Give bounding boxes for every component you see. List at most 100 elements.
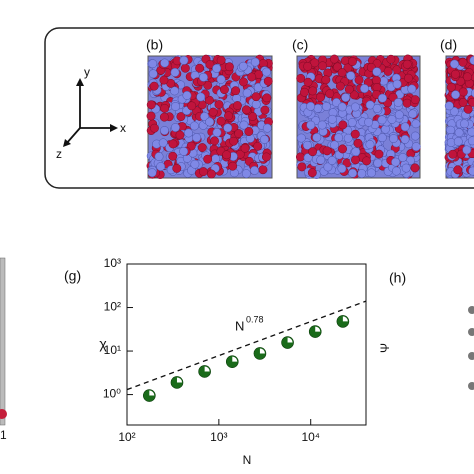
particle xyxy=(462,72,472,82)
particle xyxy=(407,84,417,94)
particle xyxy=(260,105,270,115)
particle xyxy=(364,117,374,127)
particle xyxy=(224,111,233,121)
particle xyxy=(458,57,468,67)
particle xyxy=(444,101,454,111)
particle xyxy=(411,142,421,152)
particle xyxy=(353,138,363,148)
particle xyxy=(297,162,307,172)
particle xyxy=(404,73,413,83)
particle xyxy=(262,93,272,103)
particle xyxy=(159,112,169,122)
particle xyxy=(180,63,190,73)
particle xyxy=(360,84,369,94)
particle xyxy=(170,67,180,77)
top-panel-frame xyxy=(44,27,474,189)
particle xyxy=(295,152,305,162)
particle xyxy=(212,128,222,137)
particle xyxy=(148,69,158,79)
particle xyxy=(338,120,348,130)
particle xyxy=(175,130,185,140)
annotation-exponent: 0.78 xyxy=(246,314,264,324)
particle xyxy=(317,120,327,130)
annotation: N xyxy=(235,318,244,333)
particle xyxy=(296,133,306,143)
particle xyxy=(219,85,229,95)
particle xyxy=(451,90,460,100)
particle xyxy=(308,147,318,157)
particle xyxy=(389,134,398,144)
particle xyxy=(316,92,325,102)
particle xyxy=(203,80,213,90)
particle xyxy=(158,138,168,148)
particle xyxy=(453,165,463,175)
particle xyxy=(372,67,382,77)
particle xyxy=(303,153,313,163)
particle xyxy=(343,63,353,73)
particle xyxy=(168,139,178,149)
particle xyxy=(199,72,208,82)
particle xyxy=(343,133,353,143)
particle xyxy=(160,58,170,68)
panel-label: (b) xyxy=(146,37,163,53)
particle xyxy=(350,129,360,139)
panel-label: (d) xyxy=(440,37,457,53)
particle xyxy=(232,101,242,110)
panel-label: (c) xyxy=(292,37,308,53)
particle xyxy=(224,62,234,72)
particle xyxy=(251,92,261,102)
particle xyxy=(149,81,159,91)
particle xyxy=(460,119,469,129)
particle xyxy=(349,90,359,100)
simulation-render xyxy=(295,54,421,179)
particle xyxy=(411,119,421,129)
particle xyxy=(316,155,326,165)
particle xyxy=(300,87,309,97)
x-tick-label: 10⁴ xyxy=(301,430,320,444)
particle xyxy=(467,136,474,146)
particle xyxy=(394,110,404,120)
particle xyxy=(321,102,331,111)
particle xyxy=(260,134,269,144)
particle xyxy=(216,75,226,84)
particle xyxy=(310,58,320,68)
marker-highlight xyxy=(315,326,321,332)
particle xyxy=(303,77,313,87)
particle xyxy=(330,140,339,150)
y-tick-label: 10⁰ xyxy=(103,387,121,401)
particle xyxy=(211,154,221,164)
particle xyxy=(156,162,166,172)
particle xyxy=(329,54,339,64)
particle xyxy=(239,120,249,130)
particle xyxy=(216,55,226,65)
plot-frame xyxy=(126,263,367,426)
particle xyxy=(392,79,402,89)
particle xyxy=(208,107,218,117)
particle xyxy=(347,57,357,67)
particle xyxy=(354,75,364,85)
particle xyxy=(351,147,361,157)
particle xyxy=(146,111,156,121)
axis-icon-label: y xyxy=(84,65,90,79)
particle xyxy=(261,152,271,162)
x-tick-label: 10³ xyxy=(210,430,227,444)
particle xyxy=(242,88,252,98)
partial-marker xyxy=(468,352,474,360)
particle xyxy=(176,112,186,122)
particle xyxy=(241,105,251,115)
particle xyxy=(307,168,317,178)
marker-highlight xyxy=(287,337,293,343)
particle xyxy=(357,169,367,179)
particle xyxy=(337,68,347,78)
particle xyxy=(231,86,241,96)
particle xyxy=(467,127,474,137)
particle xyxy=(335,81,345,91)
particle xyxy=(184,128,193,138)
y-axis-label: Ψ xyxy=(378,343,392,353)
particle xyxy=(449,106,459,116)
particle xyxy=(253,141,263,151)
particle xyxy=(410,95,420,105)
particle xyxy=(377,115,387,125)
particle xyxy=(398,153,408,162)
